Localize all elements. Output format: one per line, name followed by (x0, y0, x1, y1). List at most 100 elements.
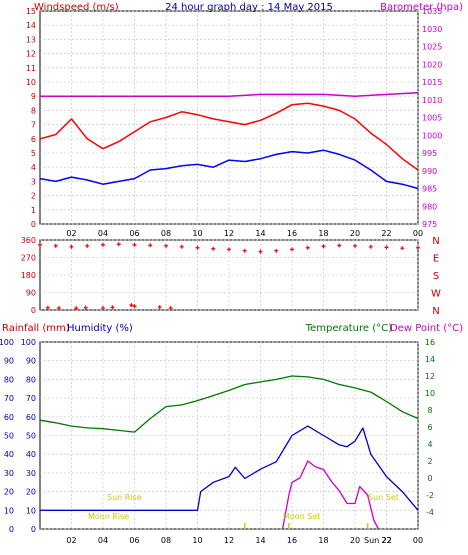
direction-tick-label: 90 (26, 289, 36, 298)
barometer-tick-label: 985 (422, 185, 437, 194)
windspeed-tick-label: 5 (31, 149, 36, 158)
humidity-tick-label: 40 (26, 450, 36, 459)
sunset-time-label: Sun 22 (364, 536, 392, 545)
humidity-tick-label: 50 (26, 432, 36, 441)
wind-x-tick-label: 08 (161, 229, 171, 238)
series-layer (38, 91, 420, 530)
temperature-tick-label: 0 (427, 474, 432, 483)
barometer-tick-label: 1005 (422, 114, 442, 123)
rainfall-tick-label: 30 (4, 469, 14, 478)
rain-x-tick-label: 04 (98, 536, 108, 545)
direction-point (110, 305, 115, 310)
direction-point (274, 248, 279, 253)
direction-point (85, 243, 90, 248)
tick-layer: 0123456789101112131415975980985990995100… (0, 7, 442, 545)
temperature-tick-label: 4 (427, 440, 432, 449)
rainfall-tick-label: 100 (0, 338, 14, 347)
series-line-windspeed (39, 149, 419, 190)
wind-x-tick-label: 02 (66, 229, 76, 238)
direction-point (53, 243, 58, 248)
temperature-tick-label: 16 (425, 338, 435, 347)
direction-point (129, 303, 134, 308)
temperature-tick-label: 14 (425, 355, 435, 364)
direction-point (416, 245, 420, 250)
windspeed-tick-label: 9 (31, 92, 36, 101)
humidity-tick-label: 20 (26, 488, 36, 497)
wind-x-tick-label: 22 (381, 229, 391, 238)
direction-point (168, 306, 173, 311)
direction-point (400, 246, 405, 251)
series-line-dew-point (281, 460, 380, 530)
wind-x-tick-label: 20 (350, 229, 360, 238)
windspeed-tick-label: 8 (31, 106, 36, 115)
series-line-temperature (39, 375, 419, 433)
wind-x-tick-label: 00 (413, 229, 423, 238)
windspeed-tick-label: 1 (31, 206, 36, 215)
direction-point (157, 305, 162, 310)
humidity-tick-label: 90 (26, 357, 36, 366)
windspeed-tick-label: 11 (26, 64, 36, 73)
temperature-axis-label: Temperature (°C) (305, 323, 392, 334)
temperature-tick-label: 6 (427, 423, 432, 432)
wind-x-tick-label: 10 (192, 229, 202, 238)
rainfall-tick-label: 90 (4, 357, 14, 366)
rain-x-tick-label: 02 (66, 536, 76, 545)
barometer-tick-label: 1025 (422, 43, 442, 52)
rainfall-tick-label: 10 (4, 506, 14, 515)
direction-point (83, 305, 88, 310)
windspeed-axis-label: Windspeed (m/s) (34, 2, 119, 13)
rain-x-tick-label: 22 (381, 536, 391, 545)
wind-x-tick-label: 16 (287, 229, 297, 238)
windspeed-tick-label: 7 (31, 121, 36, 130)
rainfall-tick-label: 70 (4, 394, 14, 403)
windspeed-tick-label: 10 (26, 78, 36, 87)
rain-x-tick-label: 16 (287, 536, 297, 545)
direction-point (101, 242, 105, 247)
sun-set-label: Sun Set (368, 493, 399, 502)
direction-tick-label: 270 (21, 254, 36, 263)
rainfall-axis-label: Rainfall (mm) (2, 323, 70, 334)
barometer-tick-label: 1015 (422, 78, 442, 87)
windspeed-tick-label: 4 (31, 163, 36, 172)
direction-point (132, 304, 137, 309)
windspeed-tick-label: 12 (26, 50, 36, 59)
direction-point (101, 306, 105, 311)
temperature-tick-label: 8 (427, 406, 432, 415)
direction-point (242, 248, 247, 253)
barometer-tick-label: 1020 (422, 60, 442, 69)
windspeed-tick-label: 0 (31, 220, 36, 229)
direction-point (69, 244, 74, 249)
barometer-tick-label: 990 (422, 167, 437, 176)
direction-point (116, 242, 121, 247)
wind-x-tick-label: 14 (255, 229, 265, 238)
windspeed-tick-label: 15 (26, 7, 36, 16)
wind-x-tick-label: 12 (224, 229, 234, 238)
direction-point (258, 249, 263, 254)
barometer-tick-label: 975 (422, 220, 437, 229)
direction-point (353, 243, 357, 248)
direction-point (337, 243, 342, 248)
wind-x-tick-label: 18 (318, 229, 328, 238)
barometer-axis-label: Barometer (hpa) (380, 2, 463, 13)
rain-x-tick-label: 00 (413, 536, 423, 545)
direction-point (132, 242, 137, 247)
temperature-tick-label: -2 (426, 491, 434, 500)
direction-point (164, 243, 168, 248)
direction-point (179, 244, 184, 249)
rain-x-tick-label: 12 (224, 536, 234, 545)
direction-point (305, 245, 310, 250)
rain-x-tick-label: 10 (192, 536, 202, 545)
series-line-humidity (40, 425, 419, 511)
humidity-tick-label: 10 (26, 506, 36, 515)
direction-point (321, 244, 326, 249)
humidity-tick-label: 30 (26, 469, 36, 478)
rain-x-tick-label: 20 (350, 536, 360, 545)
direction-point (74, 306, 79, 311)
barometer-tick-label: 980 (422, 202, 437, 211)
dewpoint-axis-label: Dew Point (°C) (390, 323, 463, 334)
windspeed-tick-label: 6 (31, 135, 36, 144)
direction-point (211, 246, 216, 251)
temperature-tick-label: -4 (426, 508, 434, 517)
rainfall-tick-label: 50 (4, 432, 14, 441)
